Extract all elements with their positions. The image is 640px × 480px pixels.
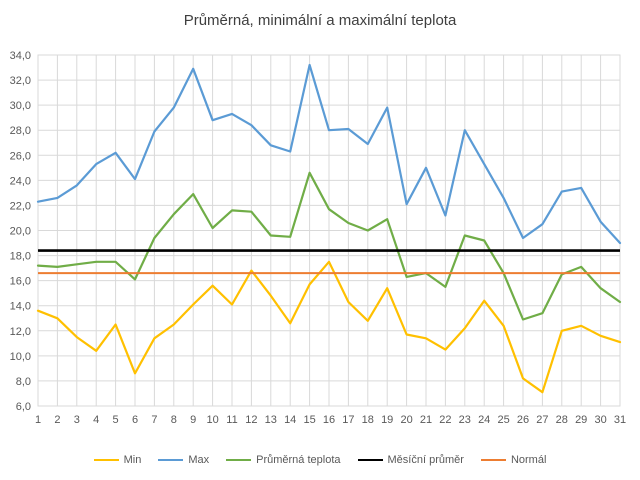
x-axis-tick-label: 19 [381,414,393,426]
y-axis-tick-label: 8,0 [16,376,31,388]
y-axis-tick-label: 34,0 [10,50,31,62]
legend-line-swatch [226,459,252,461]
legend-line-swatch [357,459,383,461]
x-axis-tick-label: 7 [151,414,157,426]
x-axis-tick-label: 31 [614,414,626,426]
x-axis-tick-label: 22 [439,414,451,426]
x-axis-tick-label: 1 [35,414,41,426]
x-axis-tick-label: 25 [497,414,509,426]
x-axis-tick-label: 13 [265,414,277,426]
legend-item-Měsíční průměr: Měsíční průměr [357,454,464,466]
x-axis-tick-label: 17 [342,414,354,426]
y-axis-tick-label: 20,0 [10,226,31,238]
x-axis-tick-label: 15 [303,414,315,426]
y-axis-tick-label: 6,0 [16,401,31,413]
y-axis-tick-label: 12,0 [10,326,31,338]
y-axis-tick-label: 30,0 [10,100,31,112]
legend-label: Měsíční průměr [387,454,464,466]
x-axis-tick-label: 10 [206,414,218,426]
x-axis-tick-label: 23 [459,414,471,426]
x-axis-tick-label: 27 [536,414,548,426]
y-axis-tick-label: 24,0 [10,175,31,187]
x-axis-tick-label: 18 [362,414,374,426]
series-line-Min [36,260,622,394]
x-axis-tick-label: 3 [74,414,80,426]
y-axis-tick-label: 10,0 [10,351,31,363]
y-axis-tick-label: 22,0 [10,200,31,212]
x-axis-tick-label: 2 [54,414,60,426]
legend-line-swatch [93,459,119,461]
legend-item-Normál: Normál [480,454,547,466]
chart-title: Průměrná, minimální a maximální teplota [183,12,457,29]
x-axis-tick-label: 28 [556,414,568,426]
x-axis-tick-label: 21 [420,414,432,426]
legend-item-Min: Min [93,454,142,466]
chart-legend: Min Max Průměrná teplota Měsíční průměr Norm… [0,449,640,471]
x-axis-tick-label: 14 [284,414,296,426]
x-axis-tick-label: 16 [323,414,335,426]
series-line-Průměrná teplota [36,171,622,321]
y-axis-tick-label: 26,0 [10,150,31,162]
legend-label: Max [188,454,210,466]
x-axis-tick-label: 26 [517,414,529,426]
y-axis-tick-label: 14,0 [10,301,31,313]
y-axis-tick-label: 16,0 [10,276,31,288]
y-axis-tick-label: 18,0 [10,251,31,263]
series-line-Max [36,63,622,245]
y-axis-tick-label: 32,0 [10,75,31,87]
legend-line-swatch [158,459,184,461]
x-axis-tick-label: 24 [478,414,490,426]
legend-label: Min [123,454,142,466]
legend-line-swatch [480,459,506,461]
x-axis-tick-label: 30 [594,414,606,426]
x-axis-tick-label: 5 [113,414,119,426]
x-axis-tick-label: 12 [245,414,257,426]
legend-item-Průměrná teplota: Průměrná teplota [226,454,341,466]
y-axis-tick-label: 28,0 [10,125,31,137]
x-axis-tick-label: 8 [171,414,177,426]
x-axis-tick-label: 4 [93,414,99,426]
x-axis-tick-label: 9 [190,414,196,426]
x-axis-tick-label: 6 [132,414,138,426]
legend-label: Průměrná teplota [256,454,341,466]
x-axis-tick-label: 11 [226,414,237,426]
x-axis-tick-label: 20 [400,414,412,426]
legend-label: Normál [510,454,547,466]
legend-item-Max: Max [158,454,209,466]
x-axis-tick-label: 29 [575,414,587,426]
plot-border [37,54,621,407]
